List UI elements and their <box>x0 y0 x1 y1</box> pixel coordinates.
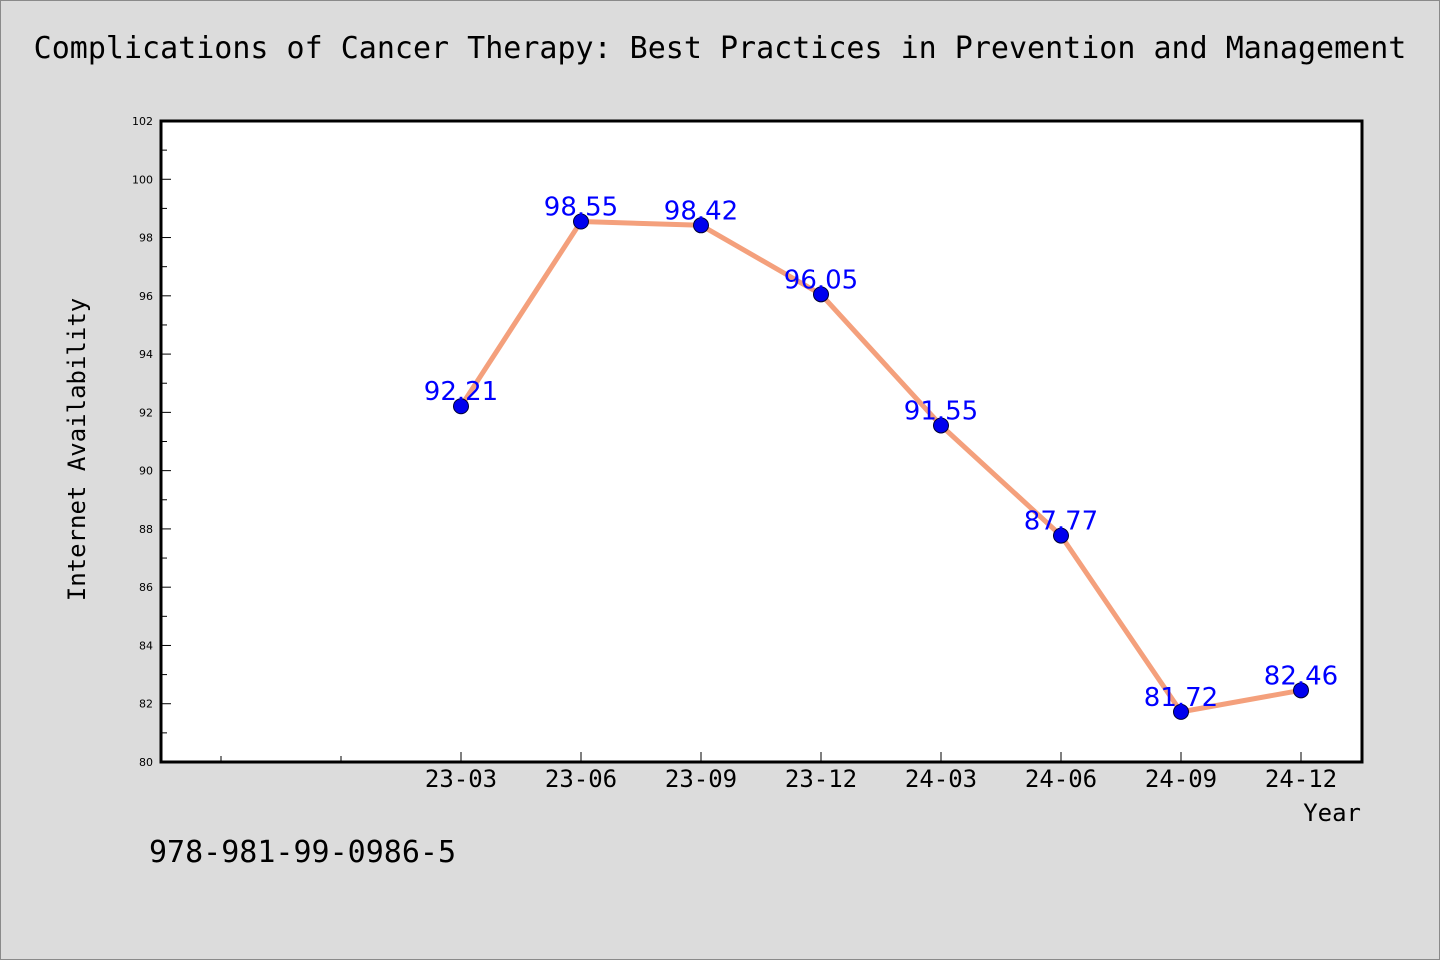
data-label: 96.05 <box>784 265 858 295</box>
data-label: 82.46 <box>1264 661 1338 691</box>
data-label: 98.42 <box>664 196 738 226</box>
data-label: 98.55 <box>544 193 618 223</box>
y-axis-title: Internet Availability <box>63 298 91 601</box>
x-tick-label: 24-12 <box>1265 765 1337 793</box>
y-tick-label: 88 <box>139 523 153 536</box>
data-point <box>1173 703 1189 720</box>
x-axis-title: Year <box>1303 799 1361 827</box>
y-tick-label: 98 <box>139 232 153 245</box>
data-point <box>693 217 709 234</box>
x-tick-label: 24-06 <box>1025 765 1097 793</box>
y-tick-label: 82 <box>139 698 153 711</box>
x-tick-label: 24-03 <box>905 765 977 793</box>
y-tick-label: 92 <box>139 406 153 419</box>
x-tick-label: 24-09 <box>1145 765 1217 793</box>
plot-frame <box>159 119 1364 764</box>
data-point <box>933 417 949 434</box>
x-tick-label: 23-06 <box>545 765 617 793</box>
isbn-text: 978-981-99-0986-5 <box>149 835 457 870</box>
data-label: 81.72 <box>1144 683 1218 713</box>
series-line <box>458 219 1304 715</box>
data-point <box>1293 682 1309 699</box>
y-tick-label: 100 <box>132 173 153 186</box>
data-label: 91.55 <box>904 396 978 426</box>
data-point <box>453 398 469 415</box>
x-tick-label: 23-09 <box>665 765 737 793</box>
y-tick-label: 86 <box>139 581 153 594</box>
data-label: 87.77 <box>1024 507 1098 537</box>
y-tick-label: 84 <box>139 639 153 652</box>
y-tick-label: 102 <box>132 115 153 128</box>
y-tick-label: 80 <box>139 756 153 769</box>
data-point <box>1053 527 1069 544</box>
data-label: 92.21 <box>424 377 498 407</box>
chart-title: Complications of Cancer Therapy: Best Pr… <box>33 31 1407 66</box>
y-tick-label: 96 <box>139 290 153 303</box>
data-point <box>813 286 829 303</box>
data-point <box>573 213 589 230</box>
y-tick-label: 90 <box>139 465 153 478</box>
x-tick-label: 23-12 <box>785 765 857 793</box>
x-tick-label: 23-03 <box>425 765 497 793</box>
plot-area <box>161 121 1362 762</box>
y-tick-label: 94 <box>139 348 153 361</box>
